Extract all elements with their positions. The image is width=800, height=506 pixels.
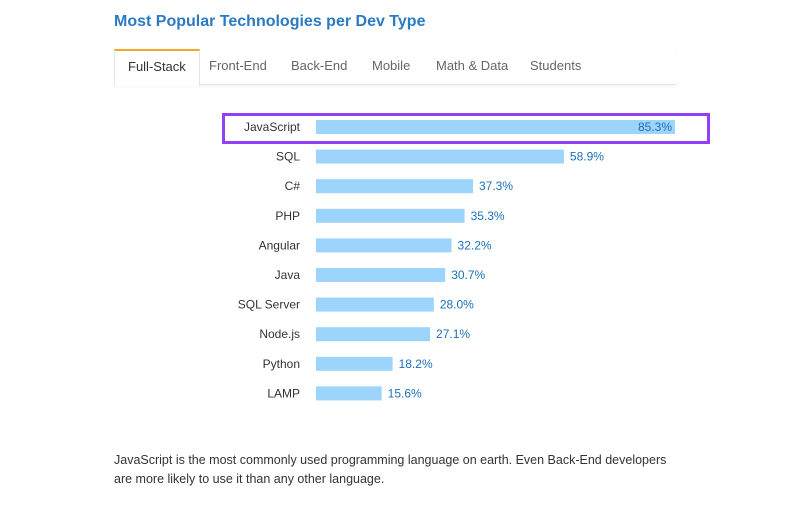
bar: [316, 297, 434, 312]
bar: [316, 268, 446, 282]
bar: [316, 238, 452, 253]
tab-full-stack[interactable]: Full-Stack: [114, 49, 200, 86]
value-label: 18.2%: [399, 357, 433, 371]
value-label: 85.3%: [638, 120, 672, 134]
category-label: Node.js: [259, 327, 300, 341]
value-label: 35.3%: [471, 209, 505, 223]
tab-math-data[interactable]: Math & Data: [436, 58, 509, 73]
chart-description: JavaScript is the most commonly used pro…: [114, 453, 667, 486]
category-label: Java: [275, 268, 301, 282]
value-label: 32.2%: [458, 238, 492, 252]
bar-chart: JavaScript 85.3% SQL 58.9% C# 37.3% PHP 35.3% An…: [238, 120, 675, 401]
tab-back-end[interactable]: Back-End: [291, 58, 348, 73]
value-label: 30.7%: [451, 268, 485, 282]
bar: [316, 179, 473, 194]
category-label: Angular: [259, 238, 300, 252]
category-label: PHP: [275, 209, 300, 223]
bar: [316, 208, 465, 223]
highlight-box: [222, 113, 710, 144]
category-label: Python: [263, 357, 300, 371]
dev-type-tabs: Full-Stack Front-End Back-End Mobile Mat…: [114, 49, 676, 86]
value-label: 15.6%: [388, 386, 422, 400]
bar: [316, 327, 431, 342]
category-label: JavaScript: [244, 120, 301, 134]
tab-mobile[interactable]: Mobile: [372, 58, 411, 73]
tab-front-end[interactable]: Front-End: [209, 58, 267, 73]
category-label: LAMP: [267, 386, 300, 400]
value-label: 28.0%: [440, 298, 474, 312]
bar: [316, 149, 564, 164]
bar: [316, 120, 675, 134]
category-label: C#: [285, 179, 301, 193]
value-label: 58.9%: [570, 150, 604, 164]
bar: [316, 356, 393, 371]
tab-students[interactable]: Students: [530, 58, 582, 73]
page-title: Most Popular Technologies per Dev Type: [114, 13, 426, 30]
bar: [316, 386, 382, 401]
category-label: SQL: [276, 150, 300, 164]
value-label: 27.1%: [436, 327, 470, 341]
category-label: SQL Server: [238, 298, 300, 312]
value-label: 37.3%: [479, 179, 513, 193]
